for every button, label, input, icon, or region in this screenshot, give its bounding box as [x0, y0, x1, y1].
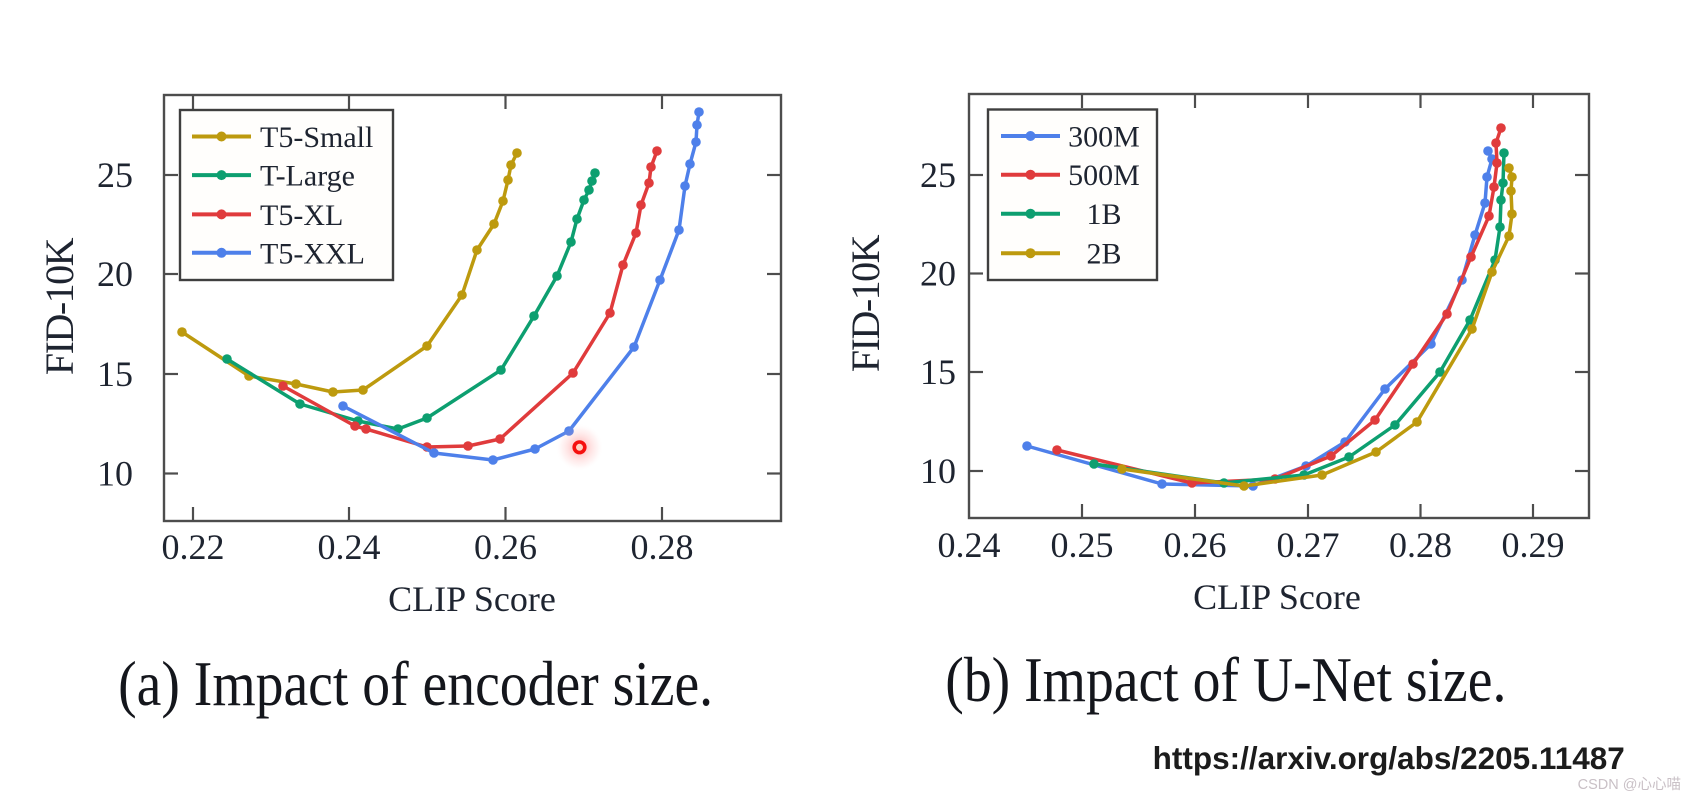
svg-text:CLIP Score: CLIP Score — [1193, 577, 1361, 617]
svg-text:T5-XL: T5-XL — [260, 199, 343, 232]
svg-text:0.22: 0.22 — [162, 527, 225, 567]
svg-text:T-Large: T-Large — [260, 160, 355, 193]
svg-text:CLIP Score: CLIP Score — [388, 579, 556, 619]
svg-text:0.27: 0.27 — [1277, 525, 1340, 565]
svg-text:FID-10K: FID-10K — [843, 234, 888, 372]
svg-text:(b) Impact of U-Net size.: (b) Impact of U-Net size. — [945, 644, 1506, 714]
svg-text:0.24: 0.24 — [318, 527, 381, 567]
svg-text:500M: 500M — [1068, 159, 1140, 192]
svg-text:CSDN @心心喵: CSDN @心心喵 — [1578, 776, 1681, 793]
svg-text:10: 10 — [97, 454, 133, 494]
svg-text:25: 25 — [920, 155, 956, 195]
svg-text:FID-10K: FID-10K — [37, 237, 82, 375]
svg-text:20: 20 — [97, 254, 133, 294]
svg-text:20: 20 — [920, 254, 956, 294]
svg-text:0.28: 0.28 — [631, 527, 694, 567]
svg-text:T5-Small: T5-Small — [260, 121, 373, 154]
svg-text:2B: 2B — [1086, 238, 1121, 271]
svg-text:0.25: 0.25 — [1051, 525, 1114, 565]
svg-text:(a) Impact of encoder size.: (a) Impact of encoder size. — [118, 648, 713, 718]
svg-text:10: 10 — [920, 451, 956, 491]
svg-text:0.26: 0.26 — [1164, 525, 1227, 565]
svg-text:0.26: 0.26 — [474, 527, 537, 567]
svg-text:T5-XXL: T5-XXL — [260, 237, 365, 270]
svg-text:1B: 1B — [1086, 198, 1121, 231]
svg-text:https://arxiv.org/abs/2205.114: https://arxiv.org/abs/2205.11487 — [1153, 740, 1625, 776]
svg-text:300M: 300M — [1068, 121, 1140, 154]
svg-text:0.24: 0.24 — [938, 525, 1001, 565]
svg-text:15: 15 — [920, 352, 956, 392]
svg-text:0.28: 0.28 — [1389, 525, 1452, 565]
svg-text:15: 15 — [97, 354, 133, 394]
svg-text:25: 25 — [97, 155, 133, 195]
svg-text:0.29: 0.29 — [1502, 525, 1565, 565]
